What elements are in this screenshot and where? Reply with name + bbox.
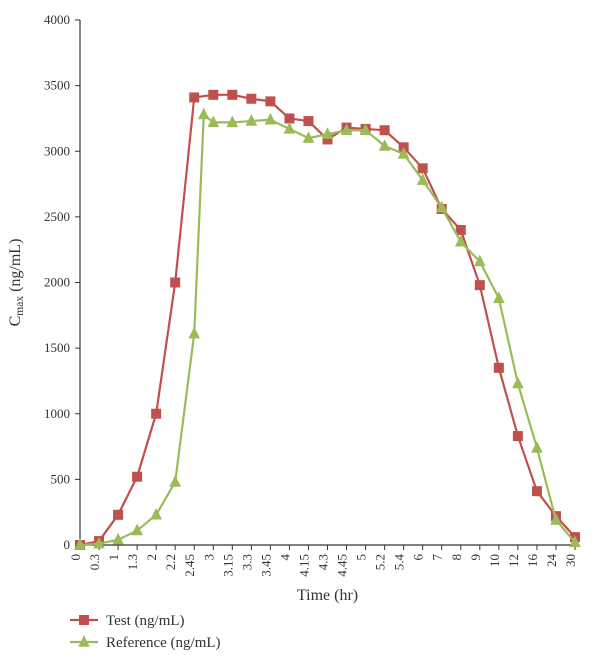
svg-text:0.3: 0.3 [87,554,102,570]
svg-text:2.45: 2.45 [182,554,197,577]
svg-text:2: 2 [144,554,159,561]
svg-text:30: 30 [563,554,578,567]
svg-text:500: 500 [51,471,71,486]
svg-text:1: 1 [106,554,121,561]
svg-text:3000: 3000 [44,143,70,158]
svg-text:1.3: 1.3 [125,554,140,570]
svg-text:4: 4 [277,554,292,561]
svg-text:0: 0 [64,537,71,552]
svg-text:3: 3 [201,554,216,561]
svg-text:3500: 3500 [44,78,70,93]
svg-text:1000: 1000 [44,406,70,421]
svg-text:3.3: 3.3 [239,554,254,570]
chart-svg: 0 500 1000 1500 2000 2500 3000 3500 4000 0 0.3 1 1.3… [0,0,600,661]
svg-text:16: 16 [525,554,540,568]
svg-text:4.15: 4.15 [296,554,311,577]
svg-text:4000: 4000 [44,12,70,27]
svg-text:6: 6 [411,554,426,561]
svg-text:5.2: 5.2 [373,554,388,570]
svg-text:3.45: 3.45 [258,554,273,577]
svg-text:7: 7 [430,554,445,561]
svg-text:4.3: 4.3 [316,554,331,570]
svg-text:2.2: 2.2 [163,554,178,570]
svg-text:24: 24 [544,554,559,568]
svg-text:5.4: 5.4 [392,554,407,571]
svg-text:3.15: 3.15 [220,554,235,577]
svg-text:10: 10 [487,554,502,567]
svg-text:4.45: 4.45 [335,554,350,577]
svg-text:Time (hr): Time (hr) [297,587,358,604]
svg-text:Test (ng/mL): Test (ng/mL) [106,613,185,629]
svg-text:1500: 1500 [44,340,70,355]
cmax-time-chart: 0 500 1000 1500 2000 2500 3000 3500 4000 0 0.3 1 1.3… [0,0,600,661]
svg-text:12: 12 [506,554,521,567]
svg-text:0: 0 [68,554,83,561]
svg-text:2500: 2500 [44,209,70,224]
svg-text:2000: 2000 [44,275,70,290]
svg-text:Reference (ng/mL): Reference (ng/mL) [106,635,221,651]
svg-text:9: 9 [468,554,483,561]
svg-text:5: 5 [354,554,369,561]
svg-text:8: 8 [449,554,464,561]
